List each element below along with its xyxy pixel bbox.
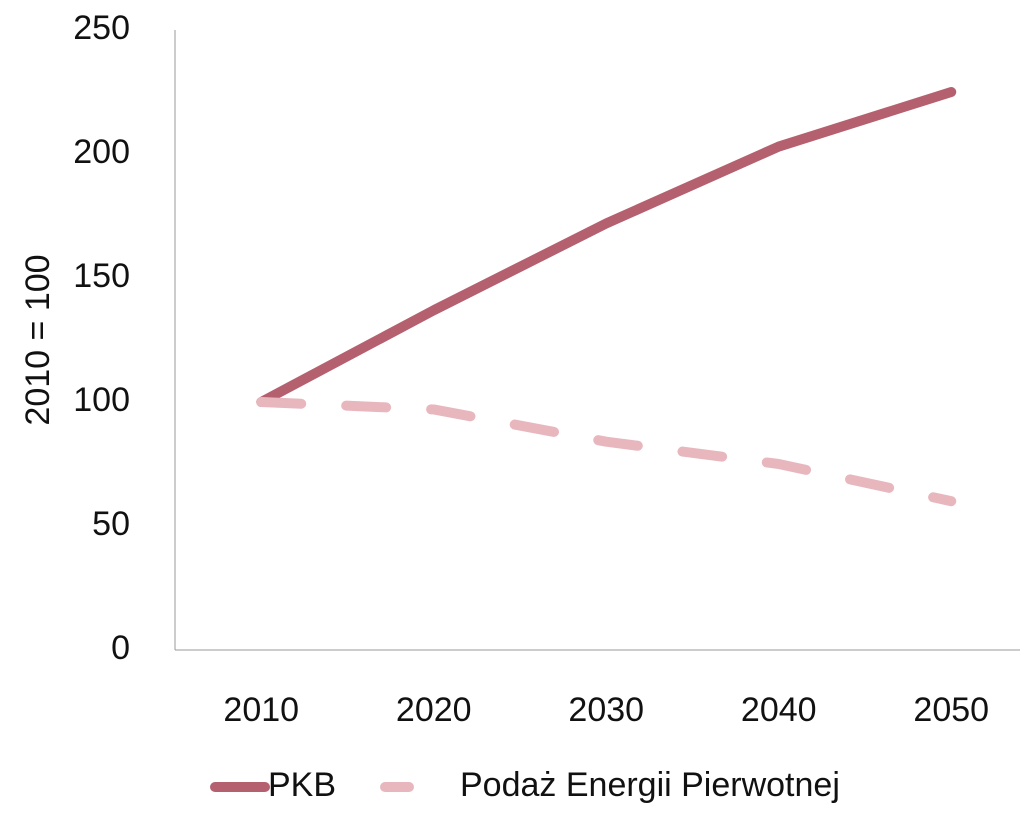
series-line <box>256 87 957 407</box>
legend-label: Podaż Energii Pierwotnej <box>460 766 840 804</box>
y-tick-label: 150 <box>73 257 130 295</box>
x-tick-label: 2050 <box>913 691 989 729</box>
x-tick-label: 2020 <box>396 691 472 729</box>
y-tick-label: 50 <box>92 505 130 543</box>
series-line <box>256 397 957 507</box>
x-tick-label: 2010 <box>223 691 299 729</box>
x-tick-label: 2040 <box>741 691 817 729</box>
y-tick-label: 200 <box>73 133 130 171</box>
x-tick-label: 2030 <box>568 691 644 729</box>
y-tick-label: 250 <box>73 9 130 47</box>
y-axis-label: 2010 = 100 <box>19 254 57 425</box>
y-tick-label: 0 <box>111 629 130 667</box>
legend-label: PKB <box>268 766 336 804</box>
y-tick-label: 100 <box>73 381 130 419</box>
